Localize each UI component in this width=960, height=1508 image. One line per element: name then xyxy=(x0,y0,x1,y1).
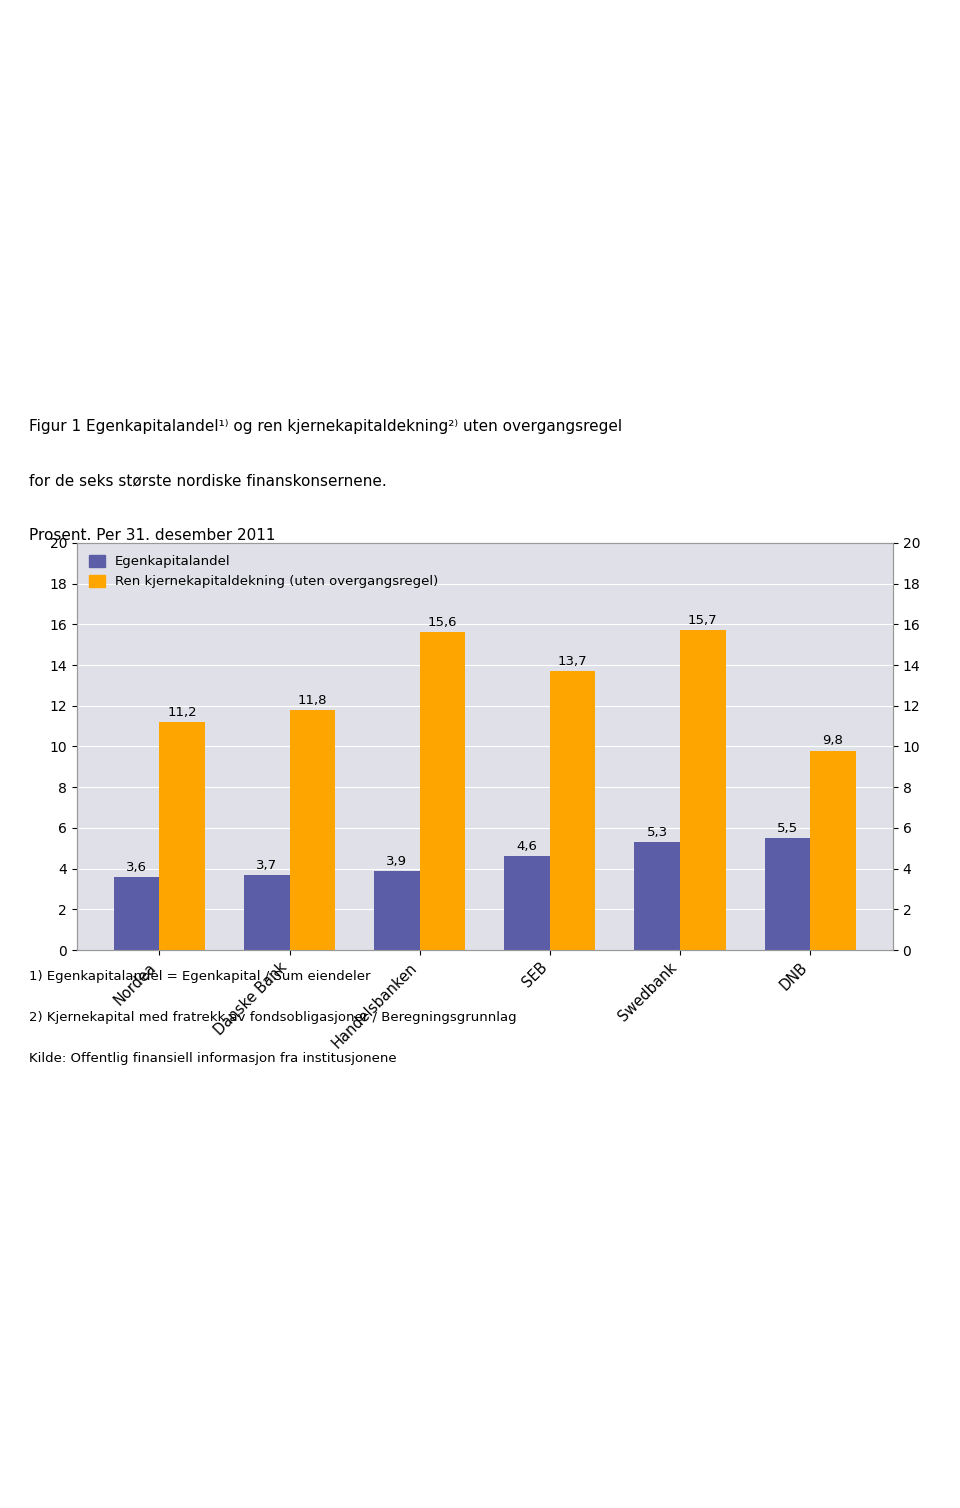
Bar xyxy=(764,838,810,950)
Bar xyxy=(810,751,855,950)
Text: for de seks største nordiske finanskonsernene.: for de seks største nordiske finanskonse… xyxy=(29,474,387,489)
Bar xyxy=(680,630,726,950)
Text: Kilde: Offentlig finansiell informasjon fra institusjonene: Kilde: Offentlig finansiell informasjon … xyxy=(29,1053,396,1065)
Text: Prosent. Per 31. desember 2011: Prosent. Per 31. desember 2011 xyxy=(29,528,276,543)
Bar xyxy=(114,876,159,950)
Text: Figur 1 Egenkapitalandel¹⁾ og ren kjernekapitaldekning²⁾ uten overgangsregel: Figur 1 Egenkapitalandel¹⁾ og ren kjerne… xyxy=(29,419,622,434)
Text: 13,7: 13,7 xyxy=(558,654,588,668)
Text: 15,6: 15,6 xyxy=(428,617,457,629)
Text: 15,7: 15,7 xyxy=(688,614,718,627)
Text: 2) Kjernekapital med fratrekk av fondsobligasjoner / Beregningsgrunnlag: 2) Kjernekapital med fratrekk av fondsob… xyxy=(29,1010,516,1024)
Bar xyxy=(374,870,420,950)
Bar xyxy=(635,841,680,950)
Text: 11,8: 11,8 xyxy=(298,694,327,707)
Text: 5,5: 5,5 xyxy=(777,822,798,835)
Text: 3,6: 3,6 xyxy=(126,861,147,873)
Bar xyxy=(420,632,466,950)
Bar xyxy=(244,875,290,950)
Text: 3,9: 3,9 xyxy=(387,855,407,867)
Text: 5,3: 5,3 xyxy=(647,826,668,838)
Text: 9,8: 9,8 xyxy=(823,734,844,748)
Text: 3,7: 3,7 xyxy=(256,858,277,872)
Bar xyxy=(159,722,205,950)
Bar xyxy=(550,671,595,950)
Bar xyxy=(290,710,335,950)
Bar xyxy=(504,857,550,950)
Text: 1) Egenkapitalandel = Egenkapital / Sum eiendeler: 1) Egenkapitalandel = Egenkapital / Sum … xyxy=(29,971,371,983)
Legend: Egenkapitalandel, Ren kjernekapitaldekning (uten overgangsregel): Egenkapitalandel, Ren kjernekapitaldekni… xyxy=(84,549,444,594)
Text: 4,6: 4,6 xyxy=(516,840,538,854)
Text: 11,2: 11,2 xyxy=(167,706,197,719)
